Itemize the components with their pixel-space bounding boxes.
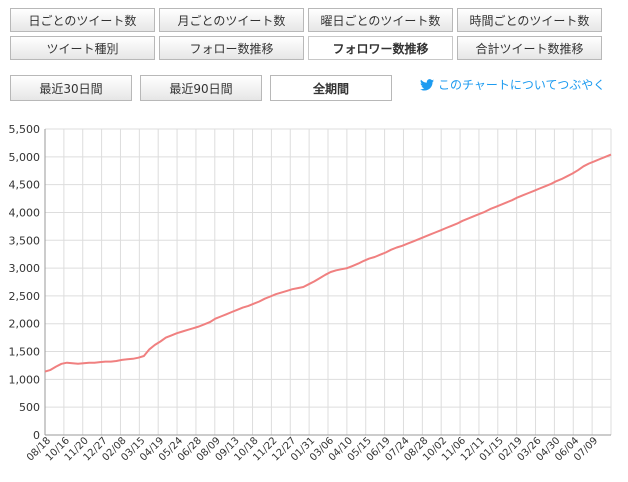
y-tick-label: 2,000 (9, 318, 41, 331)
y-tick-label: 4,000 (9, 206, 41, 219)
chart-axes: 0 500 1,000 1,500 2,000 2,500 3,000 3,500 4,000 4… (9, 123, 611, 464)
tab-weekday-tweets[interactable]: 曜日ごとのツイート数 (308, 8, 453, 32)
y-tick-label: 5,000 (9, 151, 41, 164)
y-tick-label: 4,500 (9, 179, 41, 192)
tab-total-tweets-trend[interactable]: 合計ツイート数推移 (457, 36, 602, 60)
y-tick-label: 0 (33, 429, 40, 442)
tab-tweet-types[interactable]: ツイート種別 (10, 36, 155, 60)
y-tick-label: 5,500 (9, 123, 41, 136)
tab-row-2: ツイート種別 フォロー数推移 フォロワー数推移 合計ツイート数推移 (10, 36, 602, 60)
tab-monthly-tweets[interactable]: 月ごとのツイート数 (159, 8, 304, 32)
tab-following-trend[interactable]: フォロー数推移 (159, 36, 304, 60)
tab-row-1: 日ごとのツイート数 月ごとのツイート数 曜日ごとのツイート数 時間ごとのツイート… (10, 8, 602, 32)
y-tick-label: 1,000 (9, 373, 41, 386)
y-tick-label: 3,000 (9, 262, 41, 275)
date-range-selector: 最近30日間 最近90日間 全期間 (10, 75, 392, 101)
y-tick-label: 2,500 (9, 290, 41, 303)
followers-line-chart: 0 500 1,000 1,500 2,000 2,500 3,000 3,500 4,000 4… (9, 123, 612, 464)
range-last-30-days-button[interactable]: 最近30日間 (10, 75, 132, 101)
range-last-90-days-button[interactable]: 最近90日間 (140, 75, 262, 101)
tab-followers-trend[interactable]: フォロワー数推移 (308, 36, 453, 60)
y-tick-label: 500 (19, 401, 40, 414)
followers-series-line (44, 153, 612, 373)
range-all-time-button[interactable]: 全期間 (270, 75, 392, 101)
twitter-bird-icon (420, 78, 434, 91)
tab-daily-tweets[interactable]: 日ごとのツイート数 (10, 8, 155, 32)
chart-grid (44, 128, 612, 436)
tab-hourly-tweets[interactable]: 時間ごとのツイート数 (457, 8, 602, 32)
tweet-link-label: このチャートについてつぶやく (438, 78, 606, 92)
chart-series (44, 153, 612, 373)
y-tick-label: 3,500 (9, 234, 41, 247)
y-tick-label: 1,500 (9, 346, 41, 359)
chart-type-tabs: 日ごとのツイート数 月ごとのツイート数 曜日ごとのツイート数 時間ごとのツイート… (10, 8, 602, 64)
tweet-this-chart-link[interactable]: このチャートについてつぶやく (420, 76, 605, 93)
